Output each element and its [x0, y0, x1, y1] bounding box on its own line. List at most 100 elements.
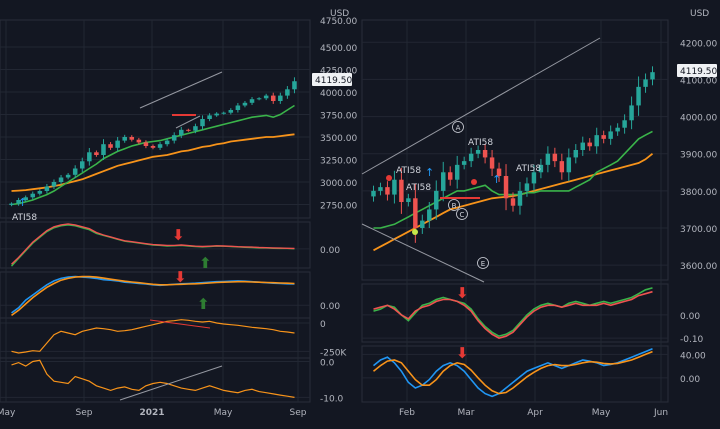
candle-body: [475, 150, 481, 154]
panel-frame: [0, 357, 311, 403]
x-tick-label: Sep: [290, 408, 307, 418]
candle-body: [622, 120, 627, 128]
candle-body: [454, 164, 460, 180]
y-tick-label: 4250.00: [320, 67, 357, 77]
y-tick-label: 3700.00: [680, 225, 717, 235]
oscillator-line: [11, 223, 295, 265]
candle-body: [44, 186, 50, 191]
candle-body: [434, 190, 439, 210]
down-arrow-icon: ⬇: [456, 344, 469, 362]
candle-body: [413, 198, 418, 228]
down-arrow-icon: ⬇: [174, 268, 187, 286]
wave-label: A: [456, 124, 461, 132]
candle-body: [200, 119, 205, 127]
candle-body: [186, 129, 191, 131]
panel-frame: [0, 221, 311, 269]
candle-body: [496, 168, 502, 176]
annotation-label: ATI58: [396, 166, 421, 176]
candle-body: [503, 176, 509, 199]
annotation-label: ATI58: [516, 164, 541, 174]
candle-body: [615, 127, 620, 132]
candle-body: [559, 161, 565, 173]
up-arrow-icon: ⬆: [197, 295, 210, 313]
y-tick-label: 3600.00: [680, 262, 717, 272]
candle-body: [164, 140, 170, 145]
candle-body: [489, 157, 495, 169]
candle-body: [37, 191, 43, 194]
candle-body: [122, 137, 127, 141]
candle-body: [524, 183, 530, 191]
candle-body: [399, 179, 404, 202]
trendline: [119, 365, 223, 401]
panel-frame: [361, 283, 669, 343]
x-tick-label: Sep: [76, 408, 93, 418]
candle-body: [608, 131, 613, 139]
candle-body: [510, 198, 516, 206]
candle-body: [80, 161, 85, 169]
pivot-dot: [386, 175, 392, 181]
y-tick-label: 0.00: [680, 375, 700, 385]
candle-body: [207, 115, 212, 119]
candle-body: [51, 182, 57, 187]
x-tick-label: Mar: [458, 408, 475, 418]
y-tick-label: 0.0: [320, 358, 335, 368]
candle-body: [573, 150, 579, 158]
candle-body: [482, 150, 488, 158]
candle-body: [214, 113, 219, 116]
trendline: [149, 319, 211, 329]
wave-label: E: [481, 260, 485, 268]
y-tick-label: 4750.00: [320, 17, 357, 27]
up-arrow-icon: ⬆: [199, 254, 212, 272]
y-tick-label: 0: [320, 320, 326, 330]
candle-body: [278, 95, 283, 101]
candle-body: [30, 193, 36, 198]
x-tick-label: May: [592, 408, 611, 418]
x-tick-label: May: [0, 408, 16, 418]
panel-frame: [361, 345, 669, 403]
candle-body: [115, 140, 120, 148]
candle-body: [636, 86, 641, 106]
x-tick-label: Apr: [527, 408, 543, 418]
y-tick-label: 0.00: [680, 312, 700, 322]
oscillator-line: [11, 275, 295, 317]
pivot-dot: [471, 179, 477, 185]
x-tick-label: May: [214, 408, 233, 418]
candle-body: [566, 157, 572, 173]
candle-body: [594, 135, 599, 147]
y-tick-label: 3750.00: [320, 112, 357, 122]
price-tag: [312, 73, 352, 86]
candle-body: [129, 137, 135, 140]
panel-frame: [0, 271, 311, 319]
candle-body: [72, 168, 78, 175]
oscillator-line: [373, 290, 653, 339]
trendline: [139, 71, 223, 109]
wave-label: C: [460, 211, 465, 219]
candle-body: [94, 152, 99, 155]
candle-body: [136, 139, 142, 143]
y-tick-label: -0.10: [680, 335, 704, 345]
candle-body: [650, 72, 655, 80]
candle-body: [108, 144, 113, 148]
candle-body: [629, 105, 634, 121]
candle-body: [256, 98, 262, 100]
y-tick-label: 3500.00: [320, 134, 357, 144]
y-tick-label: 4000.00: [320, 89, 357, 99]
candle-body: [157, 144, 163, 148]
y-tick-label: 4100.00: [680, 76, 717, 86]
candle-body: [552, 153, 558, 162]
pivot-dot: [412, 229, 418, 235]
oscillator-line: [11, 319, 295, 354]
y-tick-label: -10.0: [320, 394, 344, 404]
down-arrow-icon: ⬇: [172, 226, 185, 244]
candle-body: [406, 198, 411, 202]
y-tick-label: 3000.00: [320, 179, 357, 189]
candle-body: [643, 79, 648, 87]
candle-body: [601, 135, 606, 139]
candle-body: [420, 220, 425, 228]
wave-label: B: [452, 202, 457, 210]
candle-body: [392, 179, 397, 195]
oscillator-line: [373, 348, 653, 398]
y-tick-label: 4000.00: [680, 114, 717, 124]
